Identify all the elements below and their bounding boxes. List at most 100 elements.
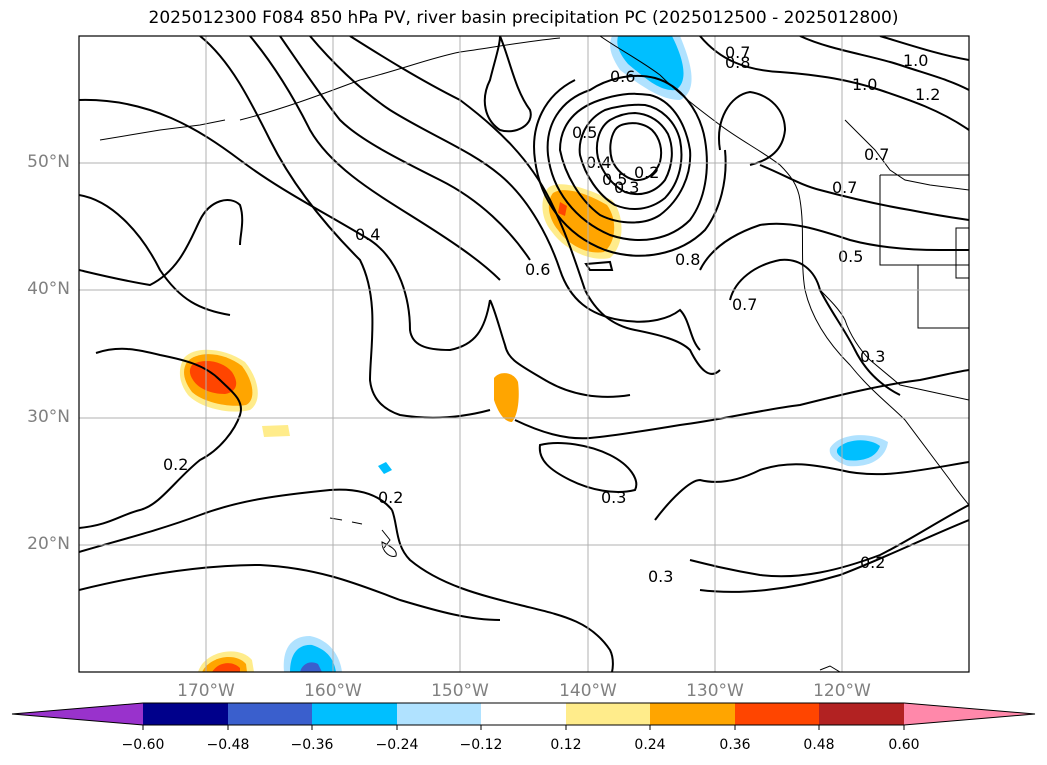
contour-line	[533, 79, 727, 257]
contour-label: 0.8	[675, 250, 700, 269]
precip-anomaly-positive	[212, 663, 240, 672]
colorbar-segment	[566, 703, 650, 725]
contour-line	[609, 122, 663, 182]
colorbar-tick-label: −0.36	[290, 737, 334, 753]
colorbar-tick-label: 0.24	[634, 737, 666, 753]
lat-label: 50°N	[27, 152, 70, 172]
contour-line	[79, 488, 393, 553]
contour-label: 0.2	[634, 163, 659, 182]
contour-line	[558, 92, 692, 224]
contour-line	[819, 289, 901, 396]
contour-line	[79, 98, 491, 352]
contour-line	[309, 36, 561, 271]
contour-label: 0.3	[648, 567, 673, 586]
colorbar	[11, 702, 1036, 730]
contour-line	[538, 442, 638, 493]
contour-line	[279, 36, 531, 261]
contour-label: 0.7	[725, 43, 750, 62]
contour-label: 0.7	[732, 295, 757, 314]
contour-line	[514, 369, 969, 440]
colorbar-segment	[143, 703, 228, 725]
colorbar-segment	[735, 703, 819, 725]
contour-label: 0.7	[832, 178, 857, 197]
lon-label: 120°W	[813, 681, 871, 701]
pv-contours	[79, 36, 969, 672]
precip-anomaly-negative	[300, 662, 322, 672]
contour-label: 0.5	[602, 170, 627, 189]
contour-label: 0.5	[572, 123, 597, 142]
lon-label: 150°W	[431, 681, 489, 701]
colorbar-tick-label: −0.12	[459, 737, 503, 753]
contour-line	[199, 36, 491, 419]
lon-label: 170°W	[177, 681, 235, 701]
contour-label: 1.0	[852, 75, 877, 94]
colorbar-segment	[228, 703, 312, 725]
precip-anomaly-negative	[836, 440, 880, 461]
colorbar-tick-label: 0.36	[719, 737, 751, 753]
contour-line	[349, 36, 586, 291]
colorbar-segment	[481, 703, 566, 725]
contour-line	[584, 260, 614, 271]
contour-line	[699, 519, 969, 593]
contour-line	[699, 36, 969, 131]
contour-line	[483, 36, 532, 133]
colorbar-tick-label: −0.60	[121, 737, 165, 753]
contour-label: 0.7	[864, 145, 889, 164]
contour-label: 0.8	[725, 53, 750, 72]
contour-line	[79, 194, 231, 316]
contour-label: 0.5	[838, 247, 863, 266]
lat-label: 20°N	[27, 534, 70, 554]
colorbar-tick-label: −0.24	[375, 737, 419, 753]
contour-line	[879, 36, 969, 61]
colorbar-tick-label: 0.48	[803, 737, 835, 753]
contour-labels: 0.2 0.2 0.2 0.3 0.3 0.3 0.4 0.5 0.5 0.6 …	[163, 43, 940, 586]
contour-label: 1.2	[915, 85, 940, 104]
lon-label: 130°W	[686, 681, 744, 701]
colorbar-segment	[397, 703, 481, 725]
colorbar-tick-label: 0.12	[550, 737, 582, 753]
colorbar-segment	[312, 703, 397, 725]
precip-anomaly-positive	[494, 373, 519, 422]
contour-line	[689, 504, 969, 578]
precip-anomaly-negative	[290, 644, 336, 672]
contour-line	[391, 509, 614, 672]
lat-label: 40°N	[27, 279, 70, 299]
lon-label: 160°W	[304, 681, 362, 701]
coastlines	[99, 36, 969, 672]
contour-label: 0.2	[163, 455, 188, 474]
contour-line	[489, 299, 631, 398]
colorbar-tick-label: 0.60	[888, 737, 920, 753]
contour-line	[79, 563, 501, 621]
map-title: 2025012300 F084 850 hPa PV, river basin …	[148, 8, 899, 28]
contour-line	[79, 347, 242, 529]
map-frame	[78, 35, 970, 673]
contour-label: 0.3	[614, 178, 639, 197]
contour-label: 1.0	[903, 51, 928, 70]
contour-line	[546, 74, 708, 241]
contour-line	[729, 258, 821, 301]
colorbar-extend-high	[904, 703, 1035, 725]
lat-label: 30°N	[27, 407, 70, 427]
contour-line	[654, 461, 969, 521]
precipitation-shading	[179, 36, 888, 672]
colorbar-tick-label: −0.48	[206, 737, 250, 753]
contour-line	[559, 269, 701, 351]
graticule	[79, 36, 969, 672]
colorbar-segment	[650, 703, 735, 725]
contour-line	[595, 111, 673, 196]
contour-line	[249, 36, 501, 281]
contour-line	[79, 199, 244, 287]
contour-line	[759, 164, 969, 221]
contour-line	[699, 222, 969, 271]
precip-anomaly-positive	[262, 425, 290, 437]
contour-label: 0.3	[601, 488, 626, 507]
precip-anomaly-negative	[378, 462, 392, 474]
colorbar-extend-low	[12, 703, 143, 725]
precip-anomaly-negative	[617, 36, 684, 91]
contour-line	[718, 90, 787, 166]
contour-label: 0.3	[860, 347, 885, 366]
contour-line	[578, 103, 683, 211]
contour-line	[799, 36, 969, 91]
contour-label: 0.2	[378, 488, 403, 507]
